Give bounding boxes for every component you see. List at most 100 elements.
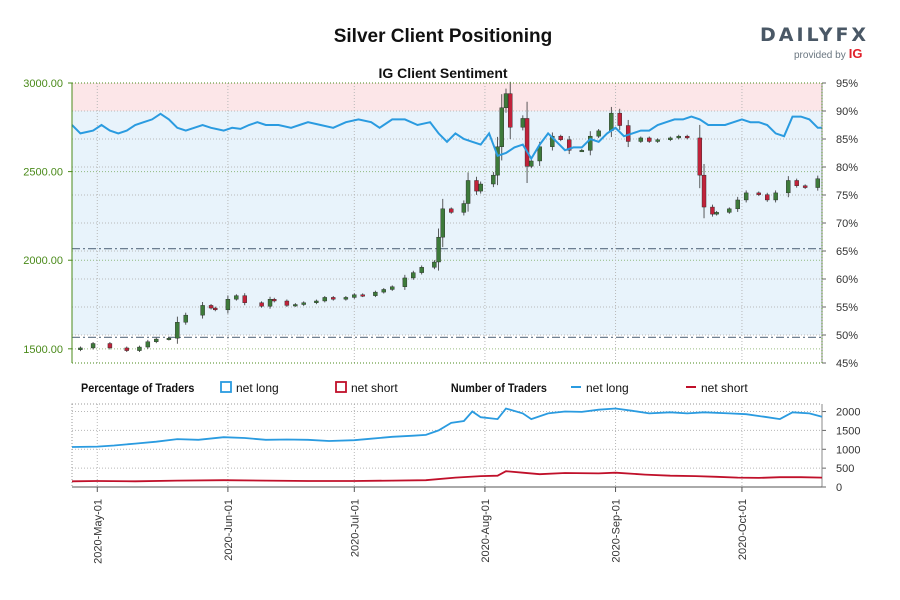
legend: Percentage of Traders net long net short Nu… [81, 381, 748, 395]
legend-number-title: Number of Traders [451, 383, 547, 396]
x-tick-label: 2020-Oct-01 [737, 499, 749, 560]
candle-body [208, 305, 214, 309]
candle-body [727, 208, 732, 213]
pct-tick-label: 75% [836, 190, 858, 202]
candle-body [124, 347, 129, 351]
candle-body [588, 135, 593, 151]
pct-tick-label: 45% [836, 358, 858, 370]
candle-body [579, 150, 585, 153]
candle-body [107, 343, 113, 349]
chart-title: Silver Client Positioning [334, 26, 553, 47]
provided-by-text: provided by [794, 50, 846, 61]
candle-body [90, 343, 96, 349]
candle-body [314, 300, 319, 303]
legend-pct-long-label: net long [236, 381, 279, 395]
candle-body [491, 174, 496, 185]
x-axis: 2020-May-01 2020-Jun-01 2020-Jul-01 2020-Au… [72, 486, 822, 564]
candle-body [773, 192, 778, 201]
count-tick-label: 1000 [836, 444, 860, 456]
candle-body [710, 206, 715, 215]
candle-body [478, 183, 483, 192]
price-tick-label: 3000.00 [23, 78, 63, 90]
candle-body [373, 291, 378, 296]
candle-body [381, 289, 386, 293]
candle-body [668, 137, 673, 140]
candle-body [802, 185, 808, 188]
candle-body [259, 302, 264, 307]
price-panel: 95% 90% 85% 80% 75% 70% 65% 60% 55% 50% 45% 3000.00… [23, 78, 858, 370]
pct-tick-label: 70% [836, 218, 858, 230]
candle-body [566, 139, 572, 151]
candle-body [524, 118, 530, 167]
pct-tick-label: 85% [836, 134, 858, 146]
pct-tick-label: 65% [836, 246, 858, 258]
x-tick-label: 2020-Aug-01 [480, 499, 492, 563]
x-tick-label: 2020-Jul-01 [349, 499, 361, 557]
pct-tick-label: 80% [836, 162, 858, 174]
candle-body [419, 267, 424, 273]
candle-body [529, 160, 534, 167]
candle-body [714, 212, 719, 215]
candle-body [440, 208, 445, 238]
pct-tick-label: 95% [836, 78, 858, 90]
count-panel-frame [71, 403, 823, 488]
candle-body [411, 272, 416, 279]
net-long-count-line [71, 407, 823, 448]
candle-body [78, 347, 83, 350]
candle-body [815, 178, 820, 188]
candle-body [474, 180, 479, 192]
candle-body [200, 305, 205, 316]
count-tick-label: 2000 [836, 407, 860, 419]
legend-percentage-title: Percentage of Traders [81, 383, 194, 396]
candle-body [697, 137, 703, 176]
candle-body [175, 322, 180, 339]
candle-body [242, 295, 247, 303]
candle-body [701, 174, 707, 208]
candle-body [183, 314, 188, 323]
net-short-count-line [71, 470, 823, 483]
count-tick-label: 500 [836, 463, 854, 475]
candle-body [145, 341, 151, 348]
candle-body [676, 135, 681, 139]
candle-body [794, 180, 799, 186]
candle-body [432, 261, 437, 268]
price-tick-label: 1500.00 [23, 344, 63, 356]
candle-body [537, 146, 542, 162]
price-panel-frame [71, 82, 823, 364]
legend-pct-short-label: net short [351, 381, 398, 395]
legend-num-long-label: net long [586, 381, 629, 395]
candle-body [402, 277, 408, 287]
legend-num-short-label: net short [701, 381, 748, 395]
x-tick-label: 2020-May-01 [92, 499, 104, 564]
candle-body [596, 130, 601, 137]
legend-pct-long-swatch [220, 381, 232, 393]
price-tick-label: 2500.00 [23, 167, 63, 179]
candle-body [293, 304, 298, 307]
pct-tick-label: 60% [836, 274, 858, 286]
candle-body [765, 194, 770, 201]
candle-body [550, 135, 555, 147]
brand-provided-by: provided by IG [760, 46, 870, 61]
pct-tick-label: 90% [836, 106, 858, 118]
candle-body [331, 297, 336, 300]
candle-body [735, 199, 740, 210]
candle-body [390, 286, 395, 290]
candle-body [756, 192, 761, 195]
candle-body [609, 112, 614, 132]
net-long-pct-line [71, 112, 822, 161]
candle-body [786, 180, 791, 194]
candle-body [360, 294, 365, 297]
candle-body [213, 307, 218, 311]
candle-body [343, 297, 349, 300]
candle-body [520, 118, 526, 128]
candle-body [638, 137, 644, 142]
candle-body [267, 299, 273, 307]
candle-body [684, 135, 690, 139]
candle-body [449, 208, 454, 213]
candle-body [272, 299, 277, 302]
candle-body [508, 93, 513, 128]
candle-body [495, 146, 500, 176]
dailyfx-logo: DAILYFX provided by IG [760, 24, 870, 61]
candle-body [655, 139, 660, 142]
